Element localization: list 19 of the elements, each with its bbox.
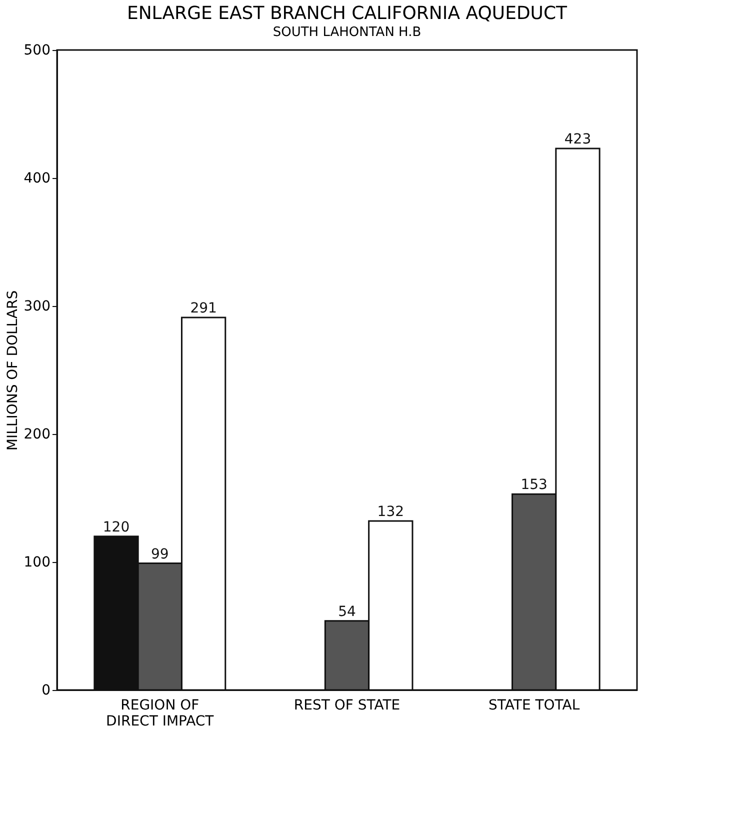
data-label: 153 <box>520 477 548 494</box>
y-tick-label: 400 <box>24 170 50 186</box>
data-label: 54 <box>338 604 356 620</box>
x-tick-label: REST OF STATE <box>294 698 400 714</box>
data-label: 423 <box>564 132 592 148</box>
y-axis-title: MILLIONS OF DOLLARS <box>4 290 21 451</box>
y-tick-label: 300 <box>24 298 50 314</box>
data-label: 99 <box>150 546 169 562</box>
chart-subtitle: SOUTH LAHONTAN H.B <box>272 25 422 40</box>
data-label: 120 <box>102 519 130 536</box>
chart-title: ENLARGE EAST BRANCH CALIFORNIA AQUEDUCT <box>126 3 568 24</box>
data-label: 291 <box>190 300 217 317</box>
y-tick-label: 100 <box>24 554 50 570</box>
y-tick-label: 200 <box>24 426 50 442</box>
x-tick-label: STATE TOTAL <box>488 698 580 714</box>
x-tick-label: REGION OF DIRECT IMPACT <box>106 698 214 730</box>
y-tick-label: 0 <box>42 682 50 698</box>
data-label: 132 <box>377 504 404 520</box>
y-tick-label: 500 <box>24 42 50 58</box>
